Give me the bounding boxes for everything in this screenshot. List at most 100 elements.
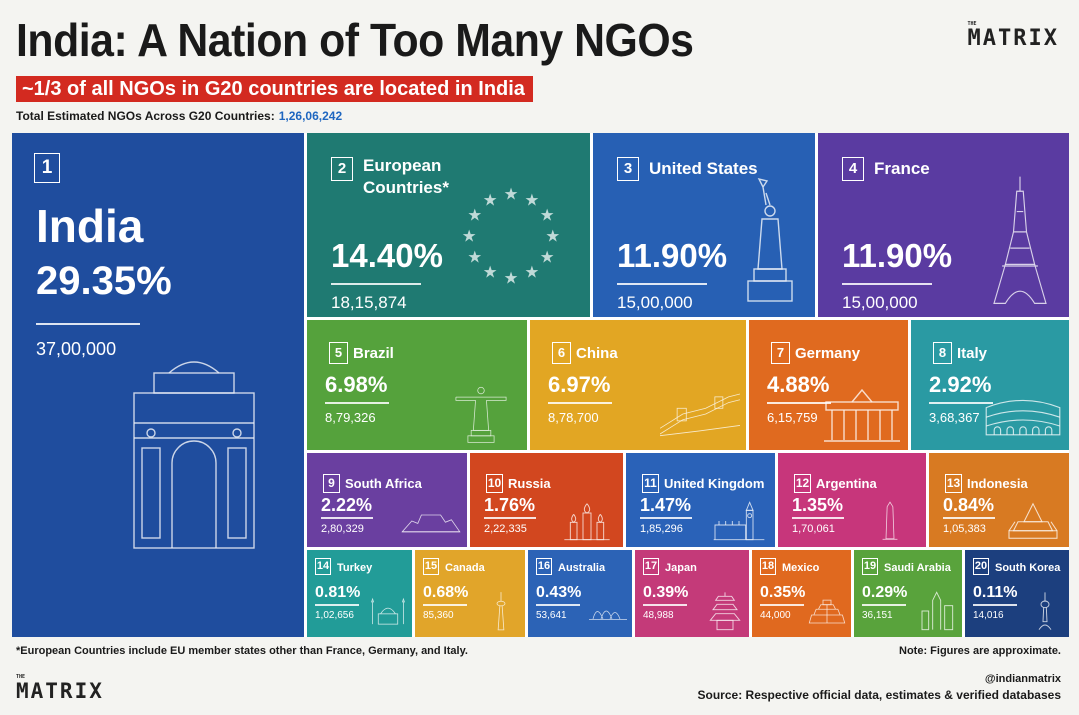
percentage: 0.81% xyxy=(315,584,361,601)
logo-the: THE xyxy=(967,21,977,27)
treemap-tile-south-africa: 9 South Africa 2.22% 2,80,329 xyxy=(307,453,467,547)
logo-name: MATRIX xyxy=(967,26,1059,51)
country-name: Australia xyxy=(558,562,606,574)
logo-the: THE xyxy=(16,674,26,680)
divider xyxy=(792,517,844,519)
opera-house-icon xyxy=(588,591,628,631)
country-name: European Countries* xyxy=(363,156,449,197)
divider xyxy=(536,604,580,606)
rank-badge: 1 xyxy=(34,153,60,183)
ngo-count: 36,151 xyxy=(862,610,893,621)
obelisk-icon xyxy=(860,501,920,541)
svg-text:★: ★ xyxy=(504,269,519,287)
treemap-tile-argentina: 12 Argentina 1.35% 1,70,061 xyxy=(778,453,926,547)
rank-badge: 20 xyxy=(973,558,989,575)
total-ngos-label: Total Estimated NGOs Across G20 Countrie… xyxy=(16,109,275,123)
percentage: 1.35% xyxy=(792,495,844,515)
ngo-count: 14,016 xyxy=(973,610,1004,621)
st-basil-icon xyxy=(557,501,617,541)
divider xyxy=(325,402,389,404)
rank-badge: 13 xyxy=(945,474,962,493)
logo-name: MATRIX xyxy=(16,679,104,703)
divider xyxy=(617,283,707,285)
table-mountain-icon xyxy=(401,501,461,541)
percentage: 2.22% xyxy=(321,495,373,515)
rank-badge: 8 xyxy=(933,342,952,364)
rank-badge: 2 xyxy=(331,157,353,181)
ngo-count: 3,68,367 xyxy=(929,410,980,425)
svg-text:★: ★ xyxy=(483,264,498,282)
brandenburg-gate-icon xyxy=(822,384,902,444)
divider xyxy=(484,517,536,519)
christ-redeemer-icon xyxy=(441,384,521,444)
divider xyxy=(842,283,932,285)
pagoda-icon xyxy=(705,591,745,631)
percentage: 11.90% xyxy=(617,237,728,274)
total-ngos: Total Estimated NGOs Across G20 Countrie… xyxy=(16,109,342,123)
svg-text:★: ★ xyxy=(462,228,477,246)
treemap-tile-mexico: 18 Mexico 0.35% 44,000 xyxy=(752,550,851,637)
ngo-count: 1,02,656 xyxy=(315,610,354,621)
percentage: 0.11% xyxy=(973,584,1018,601)
percentage: 4.88% xyxy=(767,372,830,397)
divider xyxy=(548,402,612,404)
divider xyxy=(643,604,687,606)
rank-badge: 19 xyxy=(862,558,878,575)
country-name: China xyxy=(576,345,618,362)
country-name: Russia xyxy=(508,476,551,491)
great-wall-icon xyxy=(659,384,741,444)
ngo-count: 53,641 xyxy=(536,610,567,621)
colosseum-icon xyxy=(983,384,1063,444)
treemap-tile-germany: 7 Germany 4.88% 6,15,759 xyxy=(749,320,908,450)
ngo-count: 48,988 xyxy=(643,610,674,621)
big-ben-icon xyxy=(709,501,769,541)
mosque-icon xyxy=(368,591,408,631)
divider xyxy=(640,517,692,519)
matrix-logo-bottom: THE MATRIX xyxy=(16,674,104,703)
eiffel-tower-icon xyxy=(985,175,1055,305)
rank-badge: 12 xyxy=(794,474,811,493)
source-line: Source: Respective official data, estima… xyxy=(697,688,1061,702)
svg-text:★: ★ xyxy=(467,207,482,225)
country-name: Turkey xyxy=(337,562,373,574)
country-name: Argentina xyxy=(816,476,877,491)
matrix-logo-top: THE MATRIX xyxy=(967,21,1059,51)
divider xyxy=(943,517,995,519)
pyramid-icon xyxy=(807,591,847,631)
ngo-count: 15,00,000 xyxy=(842,293,918,312)
svg-text:★: ★ xyxy=(467,248,482,266)
percentage: 2.92% xyxy=(929,372,992,397)
percentage: 0.84% xyxy=(943,495,995,515)
ngo-count: 85,360 xyxy=(423,610,454,621)
svg-text:★: ★ xyxy=(540,248,555,266)
ngo-count: 18,15,874 xyxy=(331,293,407,312)
divider xyxy=(321,517,373,519)
treemap-tile-south-korea: 20 South Korea 0.11% 14,016 xyxy=(965,550,1069,637)
treemap-tile-brazil: 5 Brazil 6.98% 8,79,326 xyxy=(307,320,527,450)
seoul-tower-icon xyxy=(1025,591,1065,631)
percentage: 1.47% xyxy=(640,495,692,515)
country-name: United States xyxy=(649,159,758,178)
country-name: Canada xyxy=(445,562,485,574)
treemap-tile-japan: 17 Japan 0.39% 48,988 xyxy=(635,550,749,637)
rank-badge: 3 xyxy=(617,157,639,181)
svg-text:★: ★ xyxy=(540,207,555,225)
country-name: Italy xyxy=(957,345,988,362)
treemap-tile-russia: 10 Russia 1.76% 2,22,335 xyxy=(470,453,623,547)
percentage: 6.98% xyxy=(325,372,388,397)
statue-of-liberty-icon xyxy=(731,175,801,305)
rank-badge: 5 xyxy=(329,342,348,364)
country-name: South Africa xyxy=(345,476,422,491)
ngo-count: 44,000 xyxy=(760,610,791,621)
treemap-tile-united-states: 3 United States 11.90% 15,00,000 xyxy=(593,133,815,317)
divider xyxy=(36,323,140,325)
percentage: 0.68% xyxy=(423,584,469,601)
total-ngos-value: 1,26,06,242 xyxy=(278,109,343,123)
ngo-count: 6,15,759 xyxy=(767,410,818,425)
india-gate-icon xyxy=(124,353,264,553)
rank-badge: 14 xyxy=(315,558,331,575)
divider xyxy=(973,604,1017,606)
rank-badge: 6 xyxy=(552,342,571,364)
treemap-tile-india: 1 India 29.35% 37,00,000 xyxy=(12,133,304,637)
rank-badge: 7 xyxy=(771,342,790,364)
